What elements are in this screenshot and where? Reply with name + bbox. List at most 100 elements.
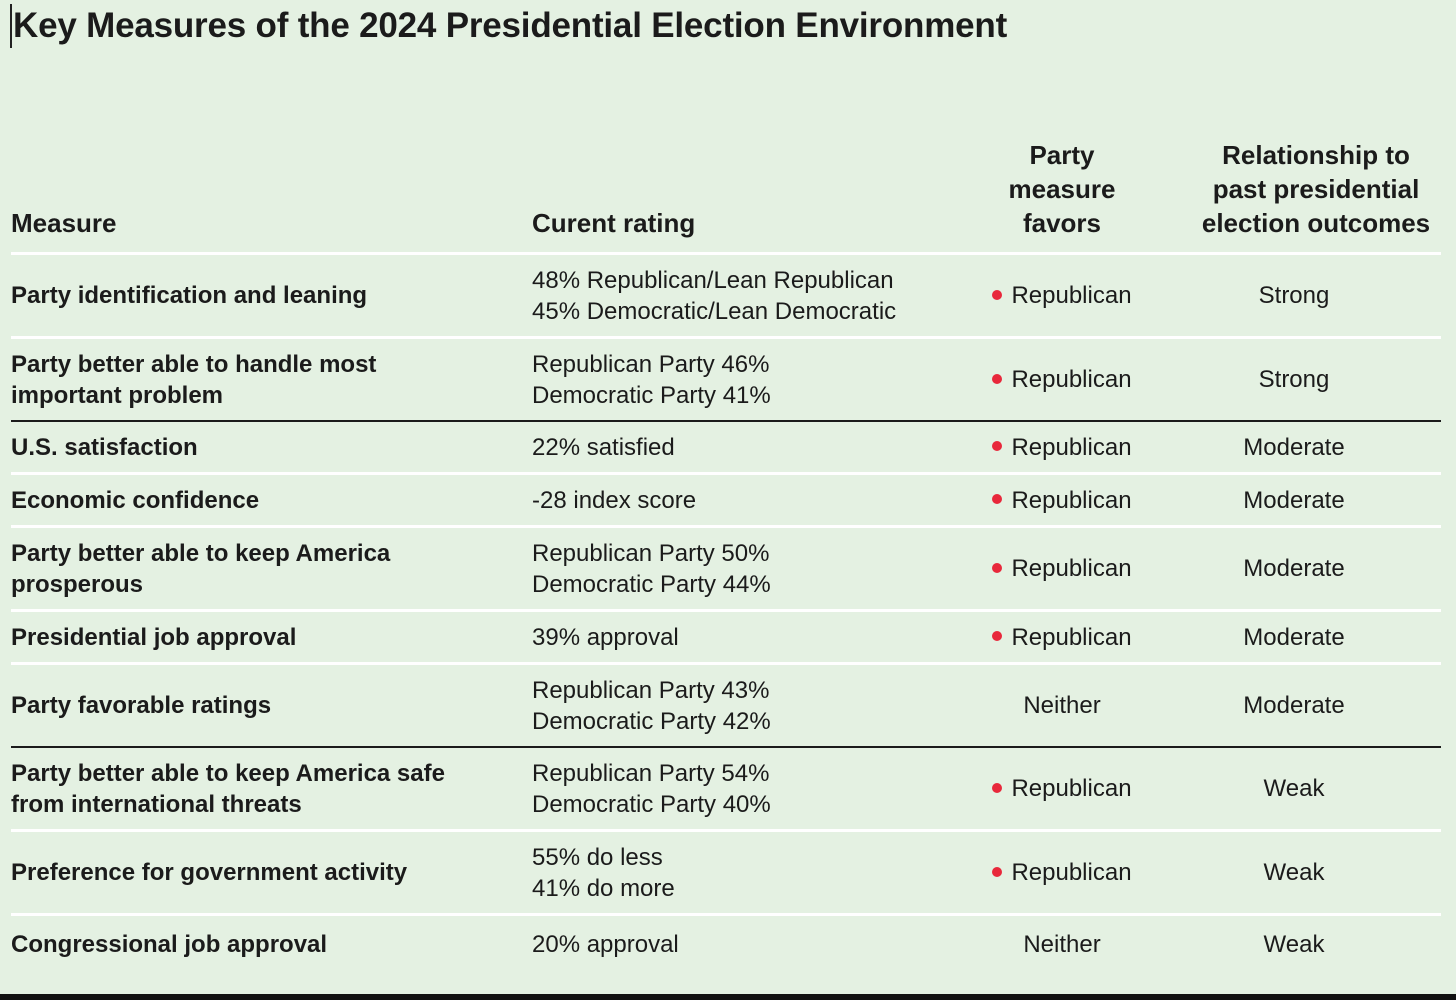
rating-cell: Republican Party 46% Democratic Party 41%: [532, 337, 977, 422]
table-row: Party better able to handle most importan…: [11, 337, 1441, 422]
red-dot-icon: [992, 631, 1003, 642]
table-row: Congressional job approval 20% approval Ne…: [11, 915, 1441, 973]
red-dot-icon: [992, 494, 1003, 505]
rating-text: 48% Republican/Lean Republican: [532, 266, 894, 294]
rating-cell: Republican Party 43% Democratic Party 42%: [532, 663, 977, 748]
rating-cell: 20% approval: [532, 915, 977, 973]
measure-text: Preference for government activity: [11, 859, 408, 886]
favors-text: Republican: [1011, 775, 1132, 802]
table-row: Party better able to keep America prosper…: [11, 526, 1441, 612]
rating-text: 39% approval: [532, 623, 679, 651]
rating-text: Republican Party 54%: [532, 759, 770, 787]
rating-text: Republican Party 46%: [532, 350, 770, 378]
favors-text: Republican: [1011, 859, 1132, 886]
relationship-text: Moderate: [1243, 486, 1345, 514]
measure-cell: U.S. satisfaction: [11, 421, 532, 475]
relationship-cell: Strong: [1147, 255, 1441, 339]
measure-text: important problem: [11, 381, 224, 409]
measure-text: Party favorable ratings: [11, 692, 272, 719]
favors-cell: Republican: [977, 421, 1147, 475]
relationship-text: Strong: [1258, 282, 1330, 309]
relationship-cell: Strong: [1147, 337, 1441, 422]
rating-text: 22% satisfied: [532, 433, 675, 461]
relationship-cell: Moderate: [1147, 663, 1441, 748]
rating-text: Democratic Party 41%: [532, 381, 771, 409]
favors-text: Republican: [1011, 486, 1132, 514]
column-header-rating: Curent rating: [532, 208, 696, 238]
measure-text: Economic confidence: [11, 486, 260, 514]
table-row: Economic confidence -28 index score Republ…: [11, 473, 1441, 528]
favors-cell: Republican: [977, 610, 1147, 665]
favors-cell: Republican: [977, 747, 1147, 832]
relationship-cell: Weak: [1147, 747, 1441, 832]
rating-text: -28 index score: [532, 486, 697, 514]
red-dot-icon: [992, 866, 1003, 877]
column-header-favors: Party measure favors: [977, 138, 1147, 240]
red-dot-icon: [992, 289, 1003, 300]
relationship-cell: Weak: [1147, 915, 1441, 973]
favors-text: Republican: [1011, 282, 1132, 309]
favors-text: Republican: [1011, 623, 1132, 651]
column-header-favors-line: Party: [1029, 140, 1095, 170]
measures-table: Party identification and leaning 48% Repu…: [11, 255, 1441, 972]
rating-cell: Republican Party 50% Democratic Party 44%: [532, 526, 977, 612]
rating-cell: 39% approval: [532, 610, 977, 665]
rating-text: 20% approval: [532, 930, 679, 958]
measure-cell: Party identification and leaning: [11, 255, 532, 339]
red-dot-icon: [992, 373, 1003, 384]
table-row: Presidential job approval 39% approval Rep…: [11, 610, 1441, 665]
favors-text: Neither: [1023, 692, 1101, 719]
measure-cell: Economic confidence: [11, 473, 532, 528]
measure-cell: Preference for government activity: [11, 830, 532, 916]
table-row: U.S. satisfaction 22% satisfied Republican…: [11, 421, 1441, 475]
relationship-text: Weak: [1263, 930, 1325, 958]
measure-cell: Party better able to keep America safe fr…: [11, 747, 532, 832]
bottom-border: [0, 994, 1456, 1000]
relationship-cell: Moderate: [1147, 526, 1441, 612]
column-header-relationship: Relationship to past presidential electi…: [1186, 138, 1446, 240]
table-row: Party identification and leaning 48% Repu…: [11, 255, 1441, 339]
relationship-text: Moderate: [1243, 555, 1345, 582]
rating-text: Democratic Party 42%: [532, 707, 771, 735]
measure-text: Party better able to keep America: [11, 539, 391, 567]
red-dot-icon: [992, 782, 1003, 793]
favors-text: Republican: [1011, 433, 1132, 461]
relationship-cell: Moderate: [1147, 610, 1441, 665]
rating-cell: 55% do less 41% do more: [532, 830, 977, 916]
measure-text: from international threats: [11, 790, 302, 818]
rating-text: Republican Party 50%: [532, 539, 770, 567]
favors-cell: Republican: [977, 473, 1147, 528]
red-dot-icon: [992, 562, 1003, 573]
column-header-favors-line: favors: [1022, 208, 1102, 238]
table-header: Measure Curent rating Party measure favo…: [11, 138, 1441, 255]
rating-cell: -28 index score: [532, 473, 977, 528]
favors-cell: Republican: [977, 526, 1147, 612]
relationship-text: Strong: [1258, 366, 1330, 393]
measure-text: Party better able to keep America safe: [11, 759, 445, 787]
column-header-relationship-line: past presidential: [1212, 174, 1420, 204]
rating-text: Democratic Party 40%: [532, 790, 771, 818]
rating-text: 45% Democratic/Lean Democratic: [532, 297, 897, 325]
page-title: Key Measures of the 2024 Presidential El…: [10, 4, 1007, 48]
relationship-text: Moderate: [1243, 692, 1345, 719]
column-header-relationship-line: Relationship to: [1222, 140, 1410, 170]
table-body: Party identification and leaning 48% Repu…: [11, 255, 1441, 972]
rating-cell: 22% satisfied: [532, 421, 977, 475]
measure-text: Congressional job approval: [11, 930, 328, 958]
rating-cell: 48% Republican/Lean Republican 45% Democr…: [532, 255, 977, 339]
relationship-text: Moderate: [1243, 433, 1345, 461]
relationship-cell: Moderate: [1147, 421, 1441, 475]
favors-cell: Republican: [977, 255, 1147, 339]
rating-text: Democratic Party 44%: [532, 570, 771, 598]
favors-text: Neither: [1023, 930, 1101, 958]
measure-text: Party better able to handle most: [11, 350, 377, 378]
measure-text: Party identification and leaning: [11, 282, 368, 309]
favors-cell: Republican: [977, 337, 1147, 422]
rating-cell: Republican Party 54% Democratic Party 40%: [532, 747, 977, 832]
rating-text: 55% do less: [532, 843, 663, 871]
measure-text: Presidential job approval: [11, 623, 297, 651]
table-row: Preference for government activity 55% do…: [11, 830, 1441, 916]
relationship-cell: Moderate: [1147, 473, 1441, 528]
column-header-relationship-line: election outcomes: [1201, 208, 1431, 238]
red-dot-icon: [992, 441, 1003, 452]
